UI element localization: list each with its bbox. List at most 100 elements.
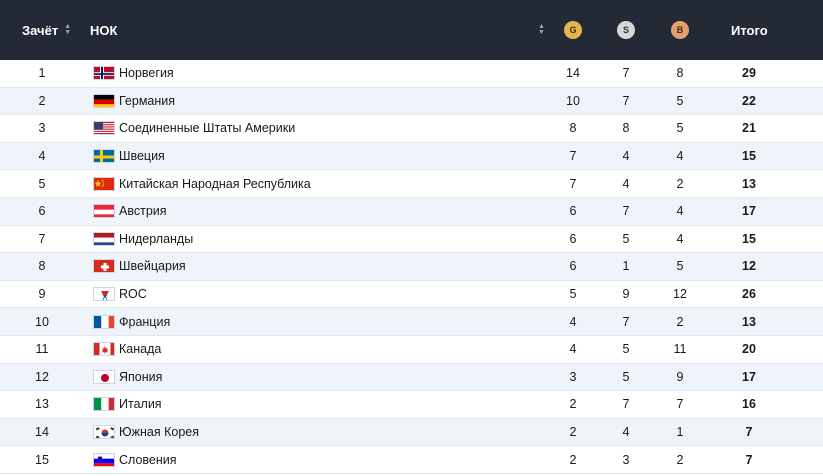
norway-flag-icon — [93, 66, 115, 81]
usa-flag-icon — [93, 121, 115, 136]
slovenia-flag-icon — [93, 452, 115, 467]
country-name[interactable]: Китайская Народная Республика — [119, 176, 311, 191]
bronze-count: 5 — [676, 121, 684, 136]
table-row[interactable]: 13 Италия 2 7 7 16 — [0, 391, 823, 419]
country-name[interactable]: Италия — [119, 397, 162, 412]
table-row[interactable]: 4 Швеция 7 4 4 15 — [0, 142, 823, 171]
table-row[interactable]: 2 Германия 10 7 5 22 — [0, 87, 823, 116]
table-row[interactable]: 14 Южная Корея 2 4 1 7 — [0, 418, 823, 447]
bronze-column-header[interactable]: B — [671, 0, 689, 60]
flag-cell — [93, 60, 115, 87]
country-name[interactable]: Норвегия — [119, 66, 174, 81]
silver-count: 1 — [622, 259, 630, 274]
total-column-header[interactable]: Итого — [731, 0, 768, 60]
gold-count: 3 — [569, 369, 577, 384]
silver-count: 9 — [622, 287, 630, 302]
switzerland-flag-icon — [93, 259, 115, 274]
table-row[interactable]: 12 Япония 3 5 9 17 — [0, 363, 823, 392]
flag-cell — [93, 115, 115, 142]
table-row[interactable]: 3 Соединенные Штаты Америки 8 8 5 21 — [0, 115, 823, 143]
sort-icon: ▲ ▼ — [538, 23, 545, 36]
table-row[interactable]: 8 Швейцария 6 1 5 12 — [0, 253, 823, 281]
table-row[interactable]: 15 Словения 2 3 2 7 — [0, 446, 823, 474]
italy-flag-icon — [93, 397, 115, 412]
sweden-flag-icon — [93, 149, 115, 164]
flag-cell — [93, 364, 115, 391]
total-count: 7 — [745, 425, 753, 440]
france-flag-icon — [93, 314, 115, 329]
table-row[interactable]: 6 Австрия 6 7 4 17 — [0, 197, 823, 226]
rank-cell: 4 — [38, 149, 46, 164]
silver-column-header[interactable]: S — [617, 0, 635, 60]
bronze-medal-icon: B — [671, 21, 689, 39]
silver-count: 7 — [622, 66, 630, 81]
total-count: 29 — [742, 66, 756, 81]
table-row[interactable]: 11 Канада 4 5 11 20 — [0, 336, 823, 364]
country-name[interactable]: Швеция — [119, 149, 165, 164]
rank-cell: 11 — [35, 342, 49, 357]
netherlands-flag-icon — [93, 231, 115, 246]
total-count: 22 — [742, 93, 756, 108]
flag-cell — [93, 198, 115, 225]
country-name[interactable]: Словения — [119, 452, 177, 467]
rank-cell: 9 — [38, 287, 46, 302]
country-name[interactable]: Япония — [119, 369, 163, 384]
roc-flag-icon — [93, 287, 115, 302]
rank-cell: 8 — [38, 259, 46, 274]
silver-count: 3 — [622, 452, 630, 467]
table-row[interactable]: 7 Нидерланды 6 5 4 15 — [0, 226, 823, 254]
silver-medal-icon: S — [617, 21, 635, 39]
country-name[interactable]: Нидерланды — [119, 231, 194, 246]
gold-count: 2 — [569, 425, 577, 440]
flag-cell — [93, 391, 115, 418]
table-row[interactable]: 9 ROC 5 9 12 26 — [0, 281, 823, 309]
country-name[interactable]: Австрия — [119, 204, 167, 219]
rank-cell: 15 — [35, 452, 49, 467]
total-header-label: Итого — [731, 22, 768, 38]
total-count: 13 — [742, 176, 756, 191]
country-name[interactable]: Канада — [119, 342, 162, 357]
silver-count: 4 — [622, 149, 630, 164]
total-count: 20 — [742, 342, 756, 357]
bronze-count: 1 — [676, 425, 684, 440]
silver-count: 7 — [622, 397, 630, 412]
table-row[interactable]: 10 Франция 4 7 2 13 — [0, 308, 823, 336]
flag-cell — [93, 336, 115, 363]
rank-cell: 10 — [35, 314, 49, 329]
gold-column-header[interactable]: G — [564, 0, 582, 60]
table-body: 1 Норвегия 14 7 8 29 2 Германия 10 7 5 22 3 Соединенн… — [0, 60, 823, 474]
country-name[interactable]: Соединенные Штаты Америки — [119, 121, 296, 136]
germany-flag-icon — [93, 93, 115, 108]
rank-column-header[interactable]: Зачёт ▲ ▼ — [22, 0, 71, 60]
country-name[interactable]: Швейцария — [119, 259, 186, 274]
country-name[interactable]: Германия — [119, 93, 176, 108]
total-count: 16 — [742, 397, 756, 412]
japan-flag-icon — [93, 369, 115, 384]
rank-cell: 1 — [38, 66, 46, 81]
bronze-count: 8 — [676, 66, 684, 81]
china-flag-icon — [93, 176, 115, 191]
bronze-count: 11 — [673, 342, 687, 357]
rank-cell: 7 — [38, 231, 46, 246]
bronze-count: 4 — [676, 149, 684, 164]
flag-cell — [93, 170, 115, 197]
noc-sort-control[interactable]: ▲ ▼ — [532, 0, 545, 60]
country-name[interactable]: Южная Корея — [119, 425, 199, 440]
flag-cell — [93, 88, 115, 115]
country-name[interactable]: ROC — [119, 287, 147, 302]
gold-count: 2 — [569, 397, 577, 412]
gold-count: 6 — [569, 259, 577, 274]
country-name[interactable]: Франция — [119, 314, 171, 329]
noc-column-header[interactable]: НОК — [90, 0, 117, 60]
total-count: 13 — [742, 314, 756, 329]
total-count: 17 — [742, 369, 756, 384]
total-count: 12 — [742, 259, 756, 274]
total-count: 15 — [742, 231, 756, 246]
table-row[interactable]: 1 Норвегия 14 7 8 29 — [0, 60, 823, 88]
gold-count: 14 — [566, 66, 580, 81]
silver-count: 7 — [622, 204, 630, 219]
silver-count: 5 — [622, 231, 630, 246]
gold-count: 6 — [569, 231, 577, 246]
table-row[interactable]: 5 Китайская Народная Республика 7 4 2 13 — [0, 170, 823, 198]
